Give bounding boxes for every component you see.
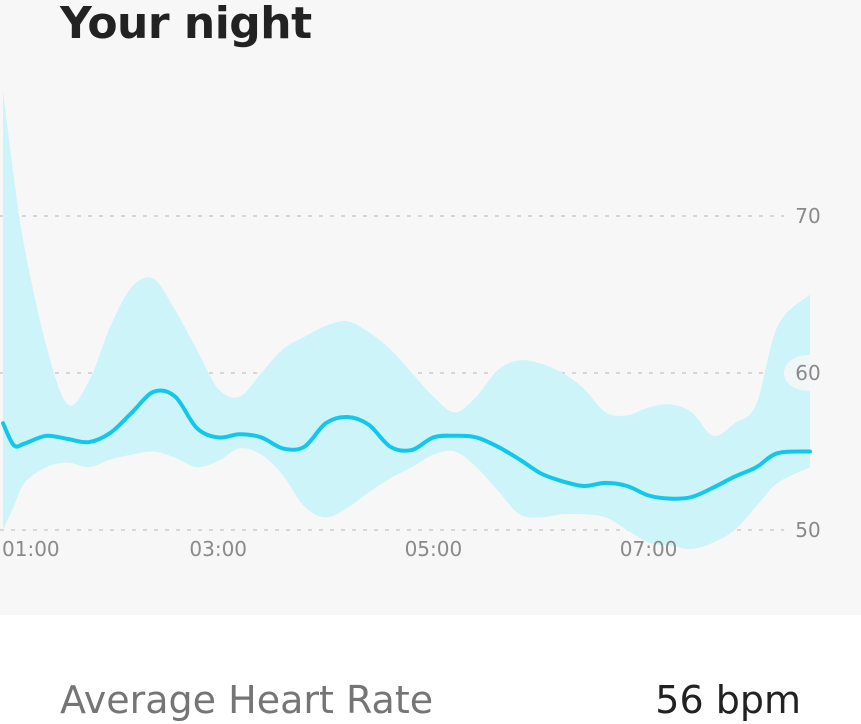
x-tick-labels: 01:00 03:00 05:00 07:00 xyxy=(2,537,677,561)
stat-label: Average Heart Rate xyxy=(60,678,434,722)
x-tick-label-0500: 05:00 xyxy=(405,537,463,561)
x-tick-label-0300: 03:00 xyxy=(189,537,247,561)
y-tick-label-50: 50 xyxy=(795,518,820,542)
page-title: Your night xyxy=(60,0,312,49)
y-tick-bg-70 xyxy=(784,198,832,234)
stat-value: 56 bpm xyxy=(655,678,801,722)
y-tick-labels: 50 60 70 xyxy=(784,198,832,548)
y-tick-label-70: 70 xyxy=(795,204,820,228)
y-tick-bg-50 xyxy=(784,512,832,548)
heart-rate-chart: 50 60 70 01:00 03:00 05:00 07:00 xyxy=(0,90,832,561)
x-tick-label-0100: 01:00 xyxy=(2,537,60,561)
heart-rate-line-0 xyxy=(1,388,812,501)
x-tick-label-0700: 07:00 xyxy=(620,537,678,561)
y-tick-label-60: 60 xyxy=(795,361,820,385)
y-tick-bg-60 xyxy=(784,355,832,391)
average-heart-rate-row: Average Heart Rate 56 bpm xyxy=(0,670,861,724)
heart-rate-range-band xyxy=(3,90,810,549)
series-line-layer xyxy=(1,388,812,501)
range-band-layer xyxy=(3,90,810,549)
